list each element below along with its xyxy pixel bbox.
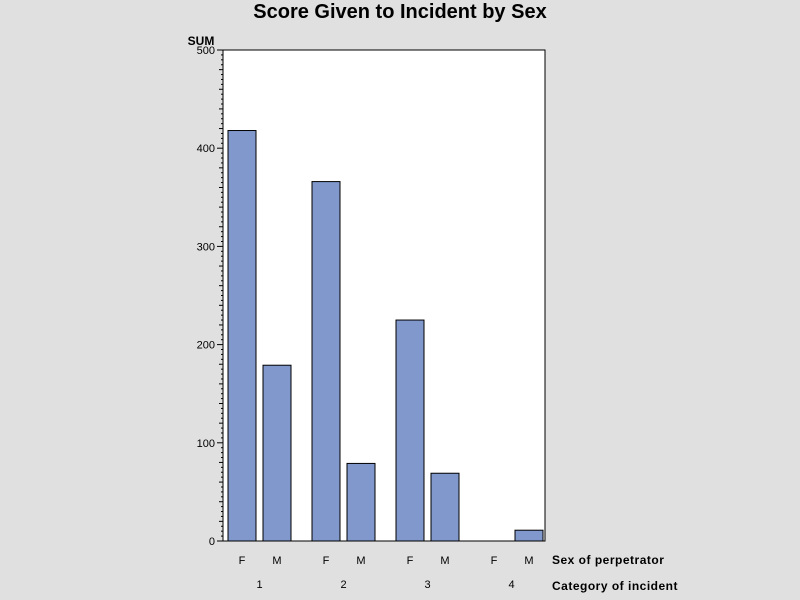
category-tick-label: 3: [424, 579, 430, 591]
sex-tick-label: M: [272, 555, 281, 567]
category-of-incident-label: Category of incident: [552, 579, 678, 593]
y-tick-label: 200: [197, 340, 215, 352]
sex-tick-label: F: [239, 555, 246, 567]
y-tick-label: 300: [197, 241, 215, 253]
bar-3-f: [395, 319, 425, 542]
y-axis-title: SUM: [188, 34, 215, 48]
bar-2-f: [311, 181, 341, 542]
sex-of-perpetrator-label: Sex of perpetrator: [552, 553, 664, 567]
sex-tick-label: M: [356, 555, 365, 567]
category-tick-label: 4: [508, 579, 514, 591]
sex-tick-label: F: [323, 555, 330, 567]
x-axis-labels: F M1F M2F M3F M4: [239, 555, 534, 591]
category-tick-label: 1: [256, 579, 262, 591]
bars: [227, 130, 544, 542]
bar-1-m: [262, 364, 292, 542]
sex-tick-label: F: [491, 555, 498, 567]
sex-tick-label: M: [524, 555, 533, 567]
bar-2-m: [346, 462, 376, 542]
category-tick-label: 2: [340, 579, 346, 591]
bar-1-f: [227, 130, 257, 542]
sex-tick-label: M: [440, 555, 449, 567]
bar-4-m: [514, 529, 544, 542]
y-axis: 0 100 200 300 400 500: [197, 45, 223, 548]
chart-title: Score Given to Incident by Sex: [253, 1, 546, 23]
bar-3-m: [430, 472, 460, 542]
y-tick-label: 400: [197, 143, 215, 155]
y-tick-label: 500: [197, 45, 215, 57]
y-tick-label: 0: [209, 536, 215, 548]
sex-tick-label: F: [407, 555, 414, 567]
y-tick-label: 100: [197, 438, 215, 450]
